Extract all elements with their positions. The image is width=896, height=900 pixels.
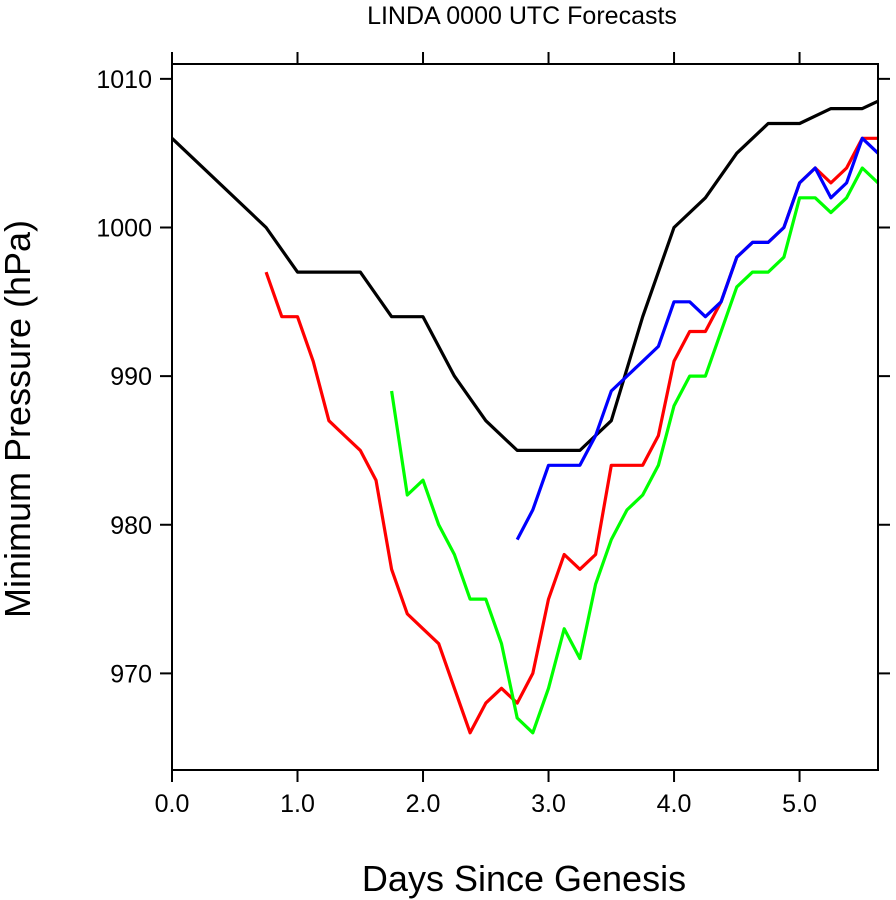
x-axis-label: Days Since Genesis (362, 858, 686, 899)
y-tick-label: 1010 (96, 66, 152, 94)
x-tick-label: 0.0 (155, 790, 190, 818)
series-line-3 (390, 166, 880, 735)
x-tick-label: 2.0 (406, 790, 441, 818)
series-line-1 (170, 99, 879, 452)
y-tick-label: 980 (110, 512, 152, 540)
y-axis: 970 980 990 1000 1010 (96, 66, 890, 688)
x-tick-label: 5.0 (782, 790, 817, 818)
x-tick-label: 4.0 (657, 790, 692, 818)
y-tick-label: 1000 (96, 214, 152, 242)
series-line-4 (515, 136, 880, 541)
plot-frame (171, 63, 879, 771)
y-tick-label: 990 (110, 363, 152, 391)
y-axis-label: Minimum Pressure (hPa) (0, 220, 38, 618)
x-tick-label: 3.0 (531, 790, 566, 818)
x-axis: 0.0 1.0 2.0 3.0 4.0 5.0 (155, 52, 817, 818)
x-tick-label: 1.0 (280, 790, 315, 818)
series-layer (170, 99, 880, 735)
y-tick-label: 970 (110, 660, 152, 688)
chart-title: LINDA 0000 UTC Forecasts (367, 2, 677, 30)
